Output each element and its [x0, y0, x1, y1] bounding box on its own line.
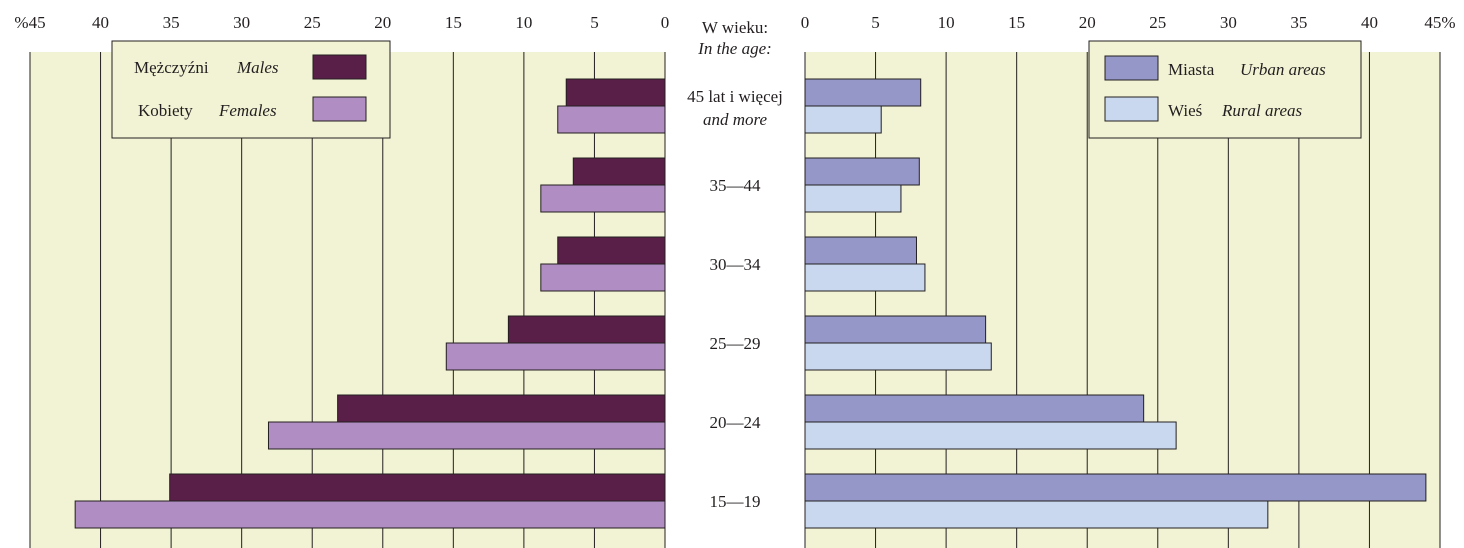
legend-males-swatch [312, 54, 367, 80]
left-tick-label: 40 [92, 13, 109, 32]
right-tick-label: 35 [1290, 13, 1307, 32]
right-tick-label: 30 [1220, 13, 1237, 32]
bar-right-series-1-cat-3 [804, 342, 992, 371]
bar-left-series-0-cat-5 [169, 473, 666, 502]
left-tick-label: %45 [14, 13, 45, 32]
legend-right: Miasta Urban areas Wieś Rural areas [1088, 40, 1362, 139]
left-tick-label: 30 [233, 13, 250, 32]
bar-right-series-0-cat-5 [804, 473, 1427, 502]
category-labels: 45 lat i więcej and more 35—44 30—34 25—29 20… [687, 87, 783, 511]
bar-left-series-0-cat-0 [565, 78, 666, 107]
bar-right-series-1-cat-5 [804, 500, 1269, 529]
bar-right-series-0-cat-4 [804, 394, 1145, 423]
category-label: 25—29 [710, 334, 761, 353]
bars-layer [74, 78, 1427, 529]
category-label: 15—19 [710, 492, 761, 511]
bar-right-series-1-cat-4 [804, 421, 1177, 450]
bar-right-series-0-cat-2 [804, 236, 917, 265]
legend-rural-label: Wieś [1168, 101, 1202, 120]
age-header-pl: W wieku: [702, 18, 768, 37]
bar-right-series-0-cat-3 [804, 315, 987, 344]
bar-left-series-0-cat-3 [507, 315, 666, 344]
bar-right-series-0-cat-1 [804, 157, 920, 186]
tick-labels: %45 40 35 30 25 20 15 10 5 0 0 5 10 15 20 25 30 35 40 45% [14, 13, 1455, 32]
legend-rural-label-en: Rural areas [1221, 101, 1303, 120]
category-label-en: and more [703, 110, 768, 129]
category-label: 20—24 [710, 413, 762, 432]
legend-females-label-en: Females [218, 101, 277, 120]
bar-left-series-1-cat-5 [74, 500, 666, 529]
legend-males-label: Mężczyźni [134, 58, 209, 77]
right-tick-label: 15 [1008, 13, 1025, 32]
bar-left-series-0-cat-1 [572, 157, 666, 186]
legend-urban-label: Miasta [1168, 60, 1215, 79]
legend-urban-label-en: Urban areas [1240, 60, 1326, 79]
bar-left-series-1-cat-2 [540, 263, 666, 292]
left-tick-label: 0 [661, 13, 670, 32]
category-label: 45 lat i więcej [687, 87, 783, 106]
bar-left-series-1-cat-1 [540, 184, 666, 213]
bar-left-series-0-cat-4 [337, 394, 666, 423]
bar-left-series-1-cat-3 [445, 342, 666, 371]
category-label: 35—44 [710, 176, 762, 195]
bar-left-series-1-cat-0 [557, 105, 666, 134]
right-tick-label: 0 [801, 13, 810, 32]
right-tick-label: 5 [871, 13, 880, 32]
left-tick-label: 5 [590, 13, 599, 32]
bar-right-series-1-cat-0 [804, 105, 882, 134]
legend-rural-swatch [1104, 96, 1159, 122]
bar-right-series-1-cat-2 [804, 263, 926, 292]
left-tick-label: 20 [374, 13, 391, 32]
legend-males-label-en: Males [236, 58, 279, 77]
right-tick-label: 40 [1361, 13, 1378, 32]
left-tick-label: 10 [515, 13, 532, 32]
left-tick-label: 15 [445, 13, 462, 32]
legend-females-label: Kobiety [138, 101, 193, 120]
bar-left-series-0-cat-2 [557, 236, 666, 265]
left-tick-label: 25 [304, 13, 321, 32]
legend-left: Mężczyźni Males Kobiety Females [111, 40, 391, 139]
bar-right-series-0-cat-0 [804, 78, 922, 107]
legend-urban-swatch [1104, 55, 1159, 81]
right-tick-label: 20 [1079, 13, 1096, 32]
bar-right-series-1-cat-1 [804, 184, 902, 213]
bar-left-series-1-cat-4 [267, 421, 666, 450]
right-tick-label: 25 [1149, 13, 1166, 32]
age-header-en: In the age: [697, 39, 772, 58]
legend-females-swatch [312, 96, 367, 122]
category-label: 30—34 [710, 255, 762, 274]
left-tick-label: 35 [163, 13, 180, 32]
right-tick-label: 45% [1424, 13, 1455, 32]
right-tick-label: 10 [938, 13, 955, 32]
